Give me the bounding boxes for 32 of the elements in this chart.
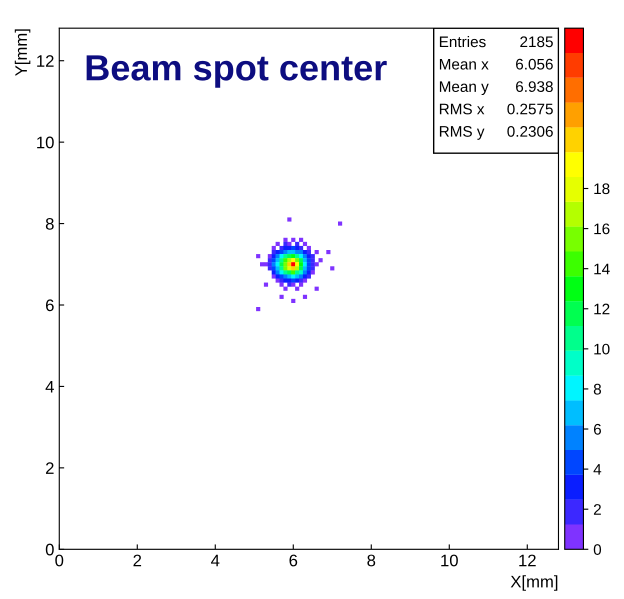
text: RMS y 0.2306 xyxy=(440,126,553,140)
x-tick-label: 6 xyxy=(289,554,298,566)
text: Entries 2185 xyxy=(440,36,553,48)
y-tick-label: 12 xyxy=(37,55,54,67)
color-bar-label: 18 xyxy=(594,183,610,194)
y-tick-label: 0 xyxy=(46,544,54,556)
y-axis-title: Y[mm] xyxy=(14,29,30,76)
text: RMS x 0.2575 xyxy=(440,104,553,114)
y-tick-label: 2 xyxy=(46,462,54,474)
x-tick-label: 10 xyxy=(441,554,458,566)
y-tick-label: 4 xyxy=(46,381,54,392)
color-bar-label: 8 xyxy=(594,384,601,395)
y-tick-label: 8 xyxy=(46,218,54,230)
x-tick-label: 0 xyxy=(55,554,64,566)
color-bar-label: 0 xyxy=(594,544,602,555)
color-bar-label: 16 xyxy=(594,223,610,234)
x-tick-label: 4 xyxy=(211,554,220,566)
color-bar-label: 10 xyxy=(594,344,610,355)
x-axis-title: X[mm] xyxy=(510,575,558,591)
color-bar-label: 6 xyxy=(594,424,601,435)
text: Beam spot center xyxy=(86,55,387,88)
x-tick-label: 2 xyxy=(133,554,142,566)
text: Mean x 6.056 xyxy=(440,58,553,70)
y-tick-label: 10 xyxy=(37,136,54,148)
x-tick-label: 12 xyxy=(519,554,536,566)
y-tick-label: 6 xyxy=(46,299,54,312)
x-tick-label: 8 xyxy=(367,554,376,566)
color-bar-label: 14 xyxy=(594,264,610,274)
color-bar-label: 2 xyxy=(594,504,601,515)
color-bar-label: 4 xyxy=(594,464,602,475)
color-bar-label: 12 xyxy=(594,304,610,314)
text: Mean y 6.938 xyxy=(440,81,553,96)
